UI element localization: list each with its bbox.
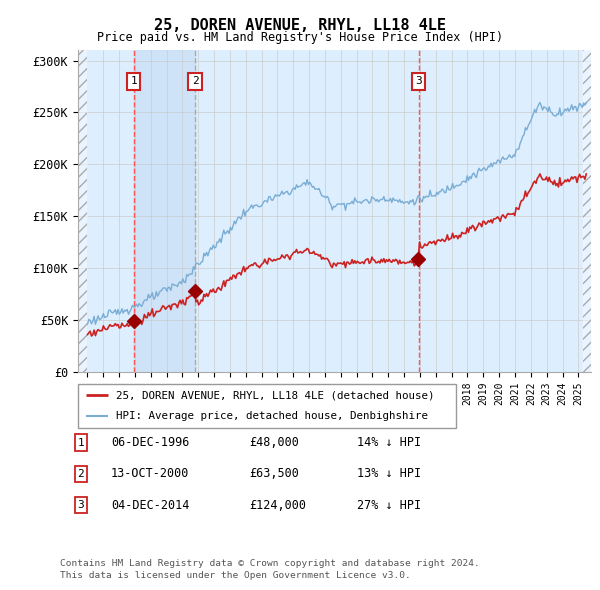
Text: HPI: Average price, detached house, Denbighshire: HPI: Average price, detached house, Denb… <box>116 411 428 421</box>
Text: 1: 1 <box>130 76 137 86</box>
Text: 1: 1 <box>77 438 85 447</box>
Text: 27% ↓ HPI: 27% ↓ HPI <box>357 499 421 512</box>
Text: 2: 2 <box>77 469 85 478</box>
Text: This data is licensed under the Open Government Licence v3.0.: This data is licensed under the Open Gov… <box>60 571 411 580</box>
Bar <box>78 50 88 372</box>
Text: 13-OCT-2000: 13-OCT-2000 <box>111 467 190 480</box>
Text: £63,500: £63,500 <box>249 467 299 480</box>
Text: 13% ↓ HPI: 13% ↓ HPI <box>357 467 421 480</box>
Text: 2: 2 <box>191 76 199 86</box>
Text: 3: 3 <box>415 76 422 86</box>
Bar <box>583 50 591 372</box>
Text: £48,000: £48,000 <box>249 436 299 449</box>
Text: 25, DOREN AVENUE, RHYL, LL18 4LE: 25, DOREN AVENUE, RHYL, LL18 4LE <box>154 18 446 32</box>
Text: Contains HM Land Registry data © Crown copyright and database right 2024.: Contains HM Land Registry data © Crown c… <box>60 559 480 568</box>
Bar <box>78 50 88 372</box>
Text: 3: 3 <box>77 500 85 510</box>
Text: Price paid vs. HM Land Registry's House Price Index (HPI): Price paid vs. HM Land Registry's House … <box>97 31 503 44</box>
Text: 06-DEC-1996: 06-DEC-1996 <box>111 436 190 449</box>
Bar <box>134 50 195 372</box>
Text: 04-DEC-2014: 04-DEC-2014 <box>111 499 190 512</box>
Bar <box>583 50 591 372</box>
Text: 14% ↓ HPI: 14% ↓ HPI <box>357 436 421 449</box>
Text: 25, DOREN AVENUE, RHYL, LL18 4LE (detached house): 25, DOREN AVENUE, RHYL, LL18 4LE (detach… <box>116 391 434 401</box>
FancyBboxPatch shape <box>78 384 456 428</box>
Text: £124,000: £124,000 <box>249 499 306 512</box>
